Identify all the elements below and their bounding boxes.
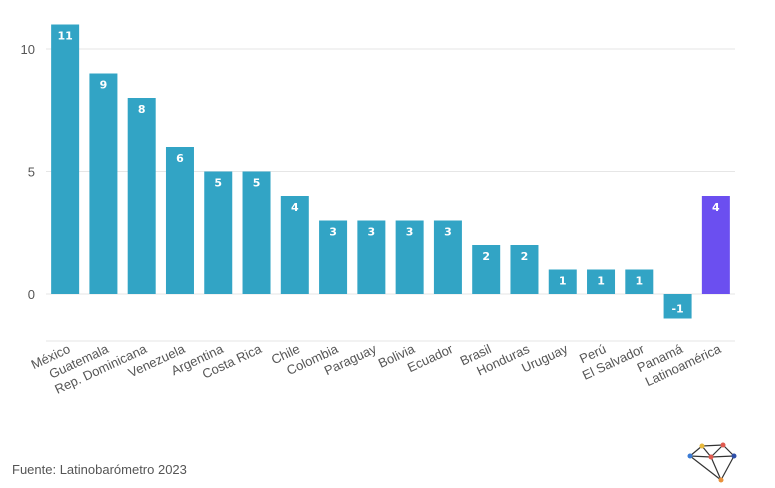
bar <box>204 171 233 294</box>
bar-data-label: 8 <box>138 103 146 116</box>
y-tick-label: 5 <box>28 165 35 180</box>
bar-data-label: 9 <box>100 79 108 92</box>
bar-data-label: 2 <box>521 250 529 263</box>
bar-data-label: 3 <box>444 226 452 239</box>
bar-data-label: 3 <box>406 226 414 239</box>
bar <box>548 269 577 294</box>
bar-data-label: 1 <box>597 275 605 288</box>
bar <box>395 220 424 294</box>
bar <box>472 245 501 294</box>
bar <box>510 245 539 294</box>
bar-data-label: 1 <box>559 275 567 288</box>
bar <box>319 220 348 294</box>
bar-data-label: -1 <box>671 303 683 316</box>
bar <box>663 294 692 319</box>
bar <box>433 220 462 294</box>
bar-data-label: 11 <box>57 30 72 43</box>
network-logo-icon <box>687 442 737 483</box>
bar <box>625 269 654 294</box>
y-tick-label: 0 <box>28 287 35 302</box>
bar <box>587 269 616 294</box>
bar <box>242 171 271 294</box>
gridlines <box>46 48 735 342</box>
bar-data-label: 2 <box>482 250 490 263</box>
bar-data-label: 1 <box>635 275 643 288</box>
bars <box>51 24 730 319</box>
bar <box>127 98 156 294</box>
bar <box>51 24 80 294</box>
bar <box>357 220 386 294</box>
source-note: Fuente: Latinobarómetro 2023 <box>12 462 187 477</box>
bar-data-label: 5 <box>214 177 222 190</box>
bar-data-label: 6 <box>176 152 184 165</box>
bar <box>165 147 194 294</box>
bar <box>280 196 309 294</box>
y-axis-ticks: 0 5 10 <box>21 42 35 302</box>
bar-data-label: 3 <box>368 226 376 239</box>
bar-data-label: 3 <box>329 226 337 239</box>
bar <box>89 73 118 294</box>
bar <box>701 196 730 294</box>
bar-data-label: 4 <box>712 201 720 214</box>
bar-data-label: 5 <box>253 177 261 190</box>
bar-data-label: 4 <box>291 201 299 214</box>
y-tick-label: 10 <box>21 42 35 57</box>
